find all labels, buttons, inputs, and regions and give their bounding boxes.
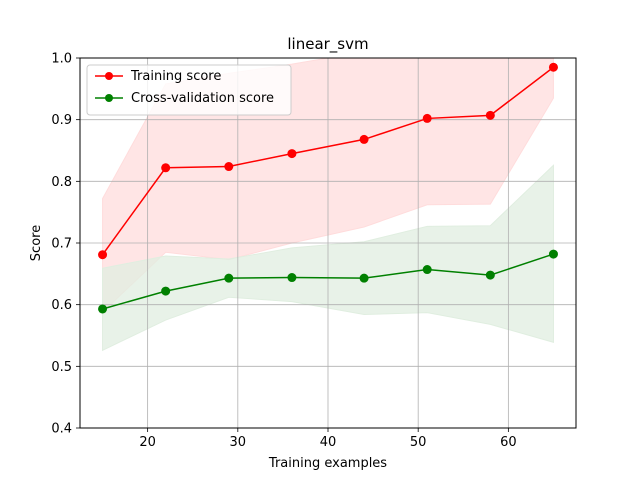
data-point-cv (287, 273, 297, 283)
y-tick-label: 0.4 (51, 422, 72, 437)
data-point-cv (485, 270, 495, 280)
y-tick-label: 0.6 (51, 298, 72, 313)
x-tick-label: 40 (320, 435, 337, 450)
data-point-training (422, 113, 432, 123)
data-point-cv (548, 249, 558, 259)
chart-title: linear_svm (287, 35, 368, 54)
series-line-training (101, 66, 554, 256)
x-tick-label: 30 (230, 435, 247, 450)
legend-marker-training (105, 72, 113, 80)
data-point-training (98, 250, 108, 260)
data-point-training (548, 62, 558, 72)
legend-label-cv: Cross-validation score (131, 91, 274, 106)
data-point-training (161, 163, 171, 173)
y-tick-label: 0.7 (51, 237, 72, 252)
y-tick-label: 1.0 (51, 52, 72, 67)
data-point-training (359, 134, 369, 144)
legend: Training score Cross-validation score (86, 64, 292, 116)
y-axis-label: Score (29, 225, 44, 261)
data-point-training (485, 110, 495, 120)
data-point-cv (98, 304, 108, 314)
data-point-cv (224, 273, 234, 283)
x-tick-label: 60 (500, 435, 517, 450)
data-point-cv (161, 286, 171, 296)
legend-marker-cv (105, 94, 113, 102)
data-point-cv (359, 273, 369, 283)
x-tick-label: 50 (410, 435, 427, 450)
x-axis-label: Training examples (268, 456, 387, 471)
x-tick-label: 20 (139, 435, 156, 450)
legend-box (86, 64, 292, 116)
series-line-cv (102, 253, 554, 310)
data-point-cv (422, 265, 432, 275)
y-tick-label: 0.9 (51, 113, 72, 128)
y-tick-label: 0.5 (51, 360, 72, 375)
legend-label-training: Training score (130, 69, 221, 84)
data-point-training (224, 162, 234, 172)
data-point-training (287, 149, 297, 159)
y-tick-label: 0.8 (51, 175, 72, 190)
